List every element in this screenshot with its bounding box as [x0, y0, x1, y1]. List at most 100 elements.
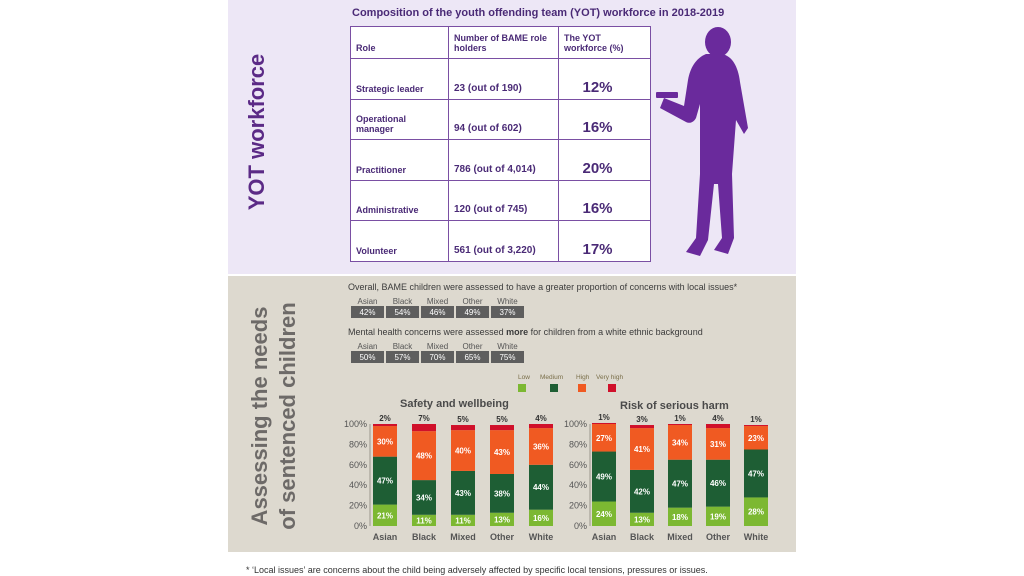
bar-data-label: 43%: [494, 448, 510, 457]
bar-segment-medium: [592, 451, 616, 502]
local-issues-statement: Overall, BAME children were assessed to …: [348, 282, 738, 292]
bar-data-label-top: 2%: [379, 414, 391, 423]
group-label: White: [497, 341, 518, 351]
bar-segment-high: [668, 425, 692, 460]
bar-segment-low: [451, 514, 475, 526]
bar-data-label: 48%: [416, 452, 432, 461]
bar-segment-medium: [451, 470, 475, 515]
needs-side-title-line2: of sentenced children: [275, 302, 300, 530]
group-label: Asian: [357, 296, 378, 306]
bar-segment-high: [373, 426, 397, 457]
row-percent: 17%: [558, 220, 651, 262]
group-label: Mixed: [426, 296, 449, 306]
x-category-label: Black: [630, 532, 655, 542]
group-label: Black: [392, 341, 413, 351]
needs-side-title: Assessing the needs of sentenced childre…: [228, 276, 300, 552]
chart-title-safety: Safety and wellbeing: [400, 398, 509, 410]
table-row: Practitioner 786 (out of 4,014) 20%: [350, 139, 651, 181]
row-count: 120 (out of 745): [448, 179, 559, 222]
bar-segment-very-high: [592, 422, 616, 424]
header-role: Role: [350, 26, 449, 59]
chart-title-risk: Risk of serious harm: [620, 400, 729, 412]
bar-data-label: 24%: [596, 510, 612, 519]
workforce-panel: YOT workforce Composition of the youth o…: [228, 0, 796, 274]
y-tick-label: 80%: [569, 439, 587, 449]
bar-segment-medium: [529, 464, 553, 510]
bar-data-label: 11%: [455, 516, 471, 525]
bar-segment-high: [630, 428, 654, 470]
y-tick-label: 100%: [344, 419, 367, 429]
row-role: Volunteer: [350, 220, 449, 262]
bar-data-label-top: 4%: [712, 414, 724, 423]
bar-data-label: 38%: [494, 489, 510, 498]
bar-segment-high: [490, 430, 514, 474]
group-label: Other: [462, 296, 483, 306]
y-tick-label: 40%: [349, 480, 367, 490]
workforce-table: Role Number of BAME role holders The YOT…: [350, 26, 651, 262]
row-percent: 16%: [558, 179, 651, 222]
bar-data-label: 47%: [672, 480, 688, 489]
bar-segment-high: [451, 430, 475, 471]
bar-segment-medium: [706, 459, 730, 507]
row-count: 561 (out of 3,220): [448, 220, 559, 262]
header-count: Number of BAME role holders: [448, 26, 559, 59]
group-label: Other: [462, 341, 483, 351]
bar-data-label: 28%: [748, 508, 764, 517]
mental-health-statement-after: for children from a white ethnic backgro…: [528, 327, 703, 337]
x-category-label: Mixed: [450, 532, 476, 542]
bar-data-label-top: 1%: [750, 415, 762, 424]
table-header-row: Role Number of BAME role holders The YOT…: [350, 26, 651, 59]
group-value: 42%: [351, 306, 384, 318]
group-value: 65%: [456, 351, 489, 363]
y-tick-label: 20%: [349, 501, 367, 511]
row-role: Practitioner: [350, 139, 449, 181]
row-percent: 20%: [558, 139, 651, 181]
bar-data-label-top: 1%: [598, 414, 610, 422]
local-issues-table: Asian Black Mixed Other White 42% 54% 46…: [349, 296, 526, 318]
bar-data-label: 42%: [634, 487, 650, 496]
bar-data-label: 36%: [533, 442, 549, 451]
bar-data-label: 21%: [377, 511, 393, 520]
x-category-label: Mixed: [667, 532, 693, 542]
row-role: Operational manager: [350, 98, 449, 141]
bar-segment-high: [412, 431, 436, 481]
table-row: Strategic leader 23 (out of 190) 12%: [350, 58, 651, 100]
bar-segment-very-high: [451, 425, 475, 431]
bar-data-label: 13%: [634, 515, 650, 524]
legend-label-high: High: [576, 374, 590, 381]
bar-data-label-top: 1%: [674, 414, 686, 423]
table-row: Volunteer 561 (out of 3,220) 17%: [350, 220, 651, 262]
bar-data-label: 11%: [416, 516, 432, 525]
group-value: 50%: [351, 351, 384, 363]
bar-segment-medium: [744, 449, 768, 498]
footnote: * ‘Local issues’ are concerns about the …: [246, 565, 708, 575]
workforce-side-title-text: YOT workforce: [244, 53, 269, 211]
mental-health-statement: Mental health concerns were assessed mor…: [348, 327, 703, 337]
bar-segment-low: [744, 497, 768, 526]
bar-segment-medium: [412, 480, 436, 515]
bar-segment-low: [490, 512, 514, 526]
bar-data-label: 19%: [710, 512, 726, 521]
bar-segment-very-high: [630, 425, 654, 429]
group-label: Asian: [357, 341, 378, 351]
bar-data-label: 23%: [748, 434, 764, 443]
x-category-label: Other: [706, 532, 731, 542]
bar-data-label: 49%: [596, 473, 612, 482]
bar-segment-very-high: [412, 424, 436, 432]
legend-label-very-high: Very high: [596, 374, 624, 381]
bar-data-label: 43%: [455, 489, 471, 498]
y-tick-label: 100%: [564, 419, 587, 429]
x-category-label: White: [744, 532, 769, 542]
x-category-label: Asian: [592, 532, 617, 542]
group-label: Black: [392, 296, 413, 306]
y-tick-label: 0%: [354, 521, 367, 531]
legend-swatch-very-high: [608, 384, 616, 392]
bar-segment-medium: [668, 459, 692, 508]
legend-swatch-medium: [550, 384, 558, 392]
chart-legend: Low Medium High Very high: [518, 374, 658, 396]
bar-segment-low: [412, 514, 436, 526]
bar-data-label: 16%: [533, 514, 549, 523]
bar-data-label: 41%: [634, 445, 650, 454]
bar-data-label: 18%: [672, 513, 688, 522]
